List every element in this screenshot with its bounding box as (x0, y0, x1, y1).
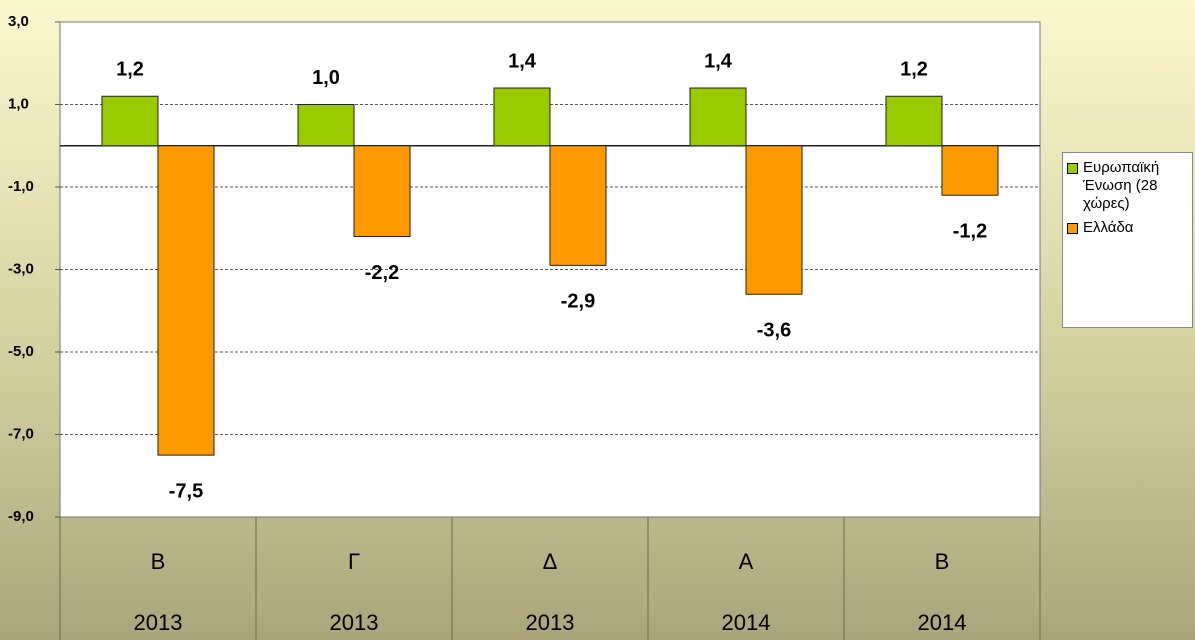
bar (885, 95, 943, 147)
y-tick-label: -7,0 (8, 425, 34, 442)
bar (101, 95, 159, 147)
bar (549, 145, 607, 266)
x-tick-label-year: 2014 (918, 610, 967, 635)
x-tick-label-year: 2014 (722, 610, 771, 635)
value-label: -2,2 (365, 262, 399, 284)
x-tick-label: Α (739, 549, 754, 574)
x-tick-label: Β (935, 549, 950, 574)
value-label: 1,0 (312, 67, 340, 89)
bar (157, 145, 215, 456)
value-label: -7,5 (169, 480, 203, 502)
x-tick-label-year: 2013 (526, 610, 575, 635)
value-label: 1,2 (116, 59, 144, 81)
x-tick-label-year: 2013 (134, 610, 183, 635)
x-tick-label: Γ (348, 549, 360, 574)
legend-item: Ελλάδα (1067, 219, 1188, 237)
y-tick-label: -3,0 (8, 260, 34, 277)
value-label: -1,2 (953, 221, 987, 243)
legend-label: Ελλάδα (1083, 219, 1134, 236)
bar (689, 87, 747, 147)
legend-swatch (1067, 223, 1078, 234)
bar (941, 145, 999, 196)
bar (493, 87, 551, 147)
legend-swatch (1067, 163, 1078, 174)
x-tick-label: Β (151, 549, 166, 574)
y-tick-label: 3,0 (8, 13, 29, 30)
value-label: 1,2 (900, 59, 928, 81)
y-tick-label: 1,0 (8, 95, 29, 112)
x-tick-label: Δ (543, 549, 558, 574)
y-tick-label: -9,0 (8, 508, 34, 525)
y-tick-label: -5,0 (8, 343, 34, 360)
y-tick-label: -1,0 (8, 178, 34, 195)
legend-item: Ευρωπαϊκή Ένωση (28 χώρες) (1067, 159, 1188, 213)
value-label: 1,4 (508, 50, 537, 72)
bar (353, 145, 411, 237)
value-label: 1,4 (704, 50, 733, 72)
legend-label: Ευρωπαϊκή Ένωση (28 χώρες) (1083, 159, 1160, 212)
value-label: -3,6 (757, 320, 791, 342)
bar (745, 145, 803, 295)
legend: Ευρωπαϊκή Ένωση (28 χώρες) Ελλάδα (1062, 152, 1193, 328)
value-label: -2,9 (561, 291, 595, 313)
bar (297, 104, 355, 147)
x-tick-label-year: 2013 (330, 610, 379, 635)
